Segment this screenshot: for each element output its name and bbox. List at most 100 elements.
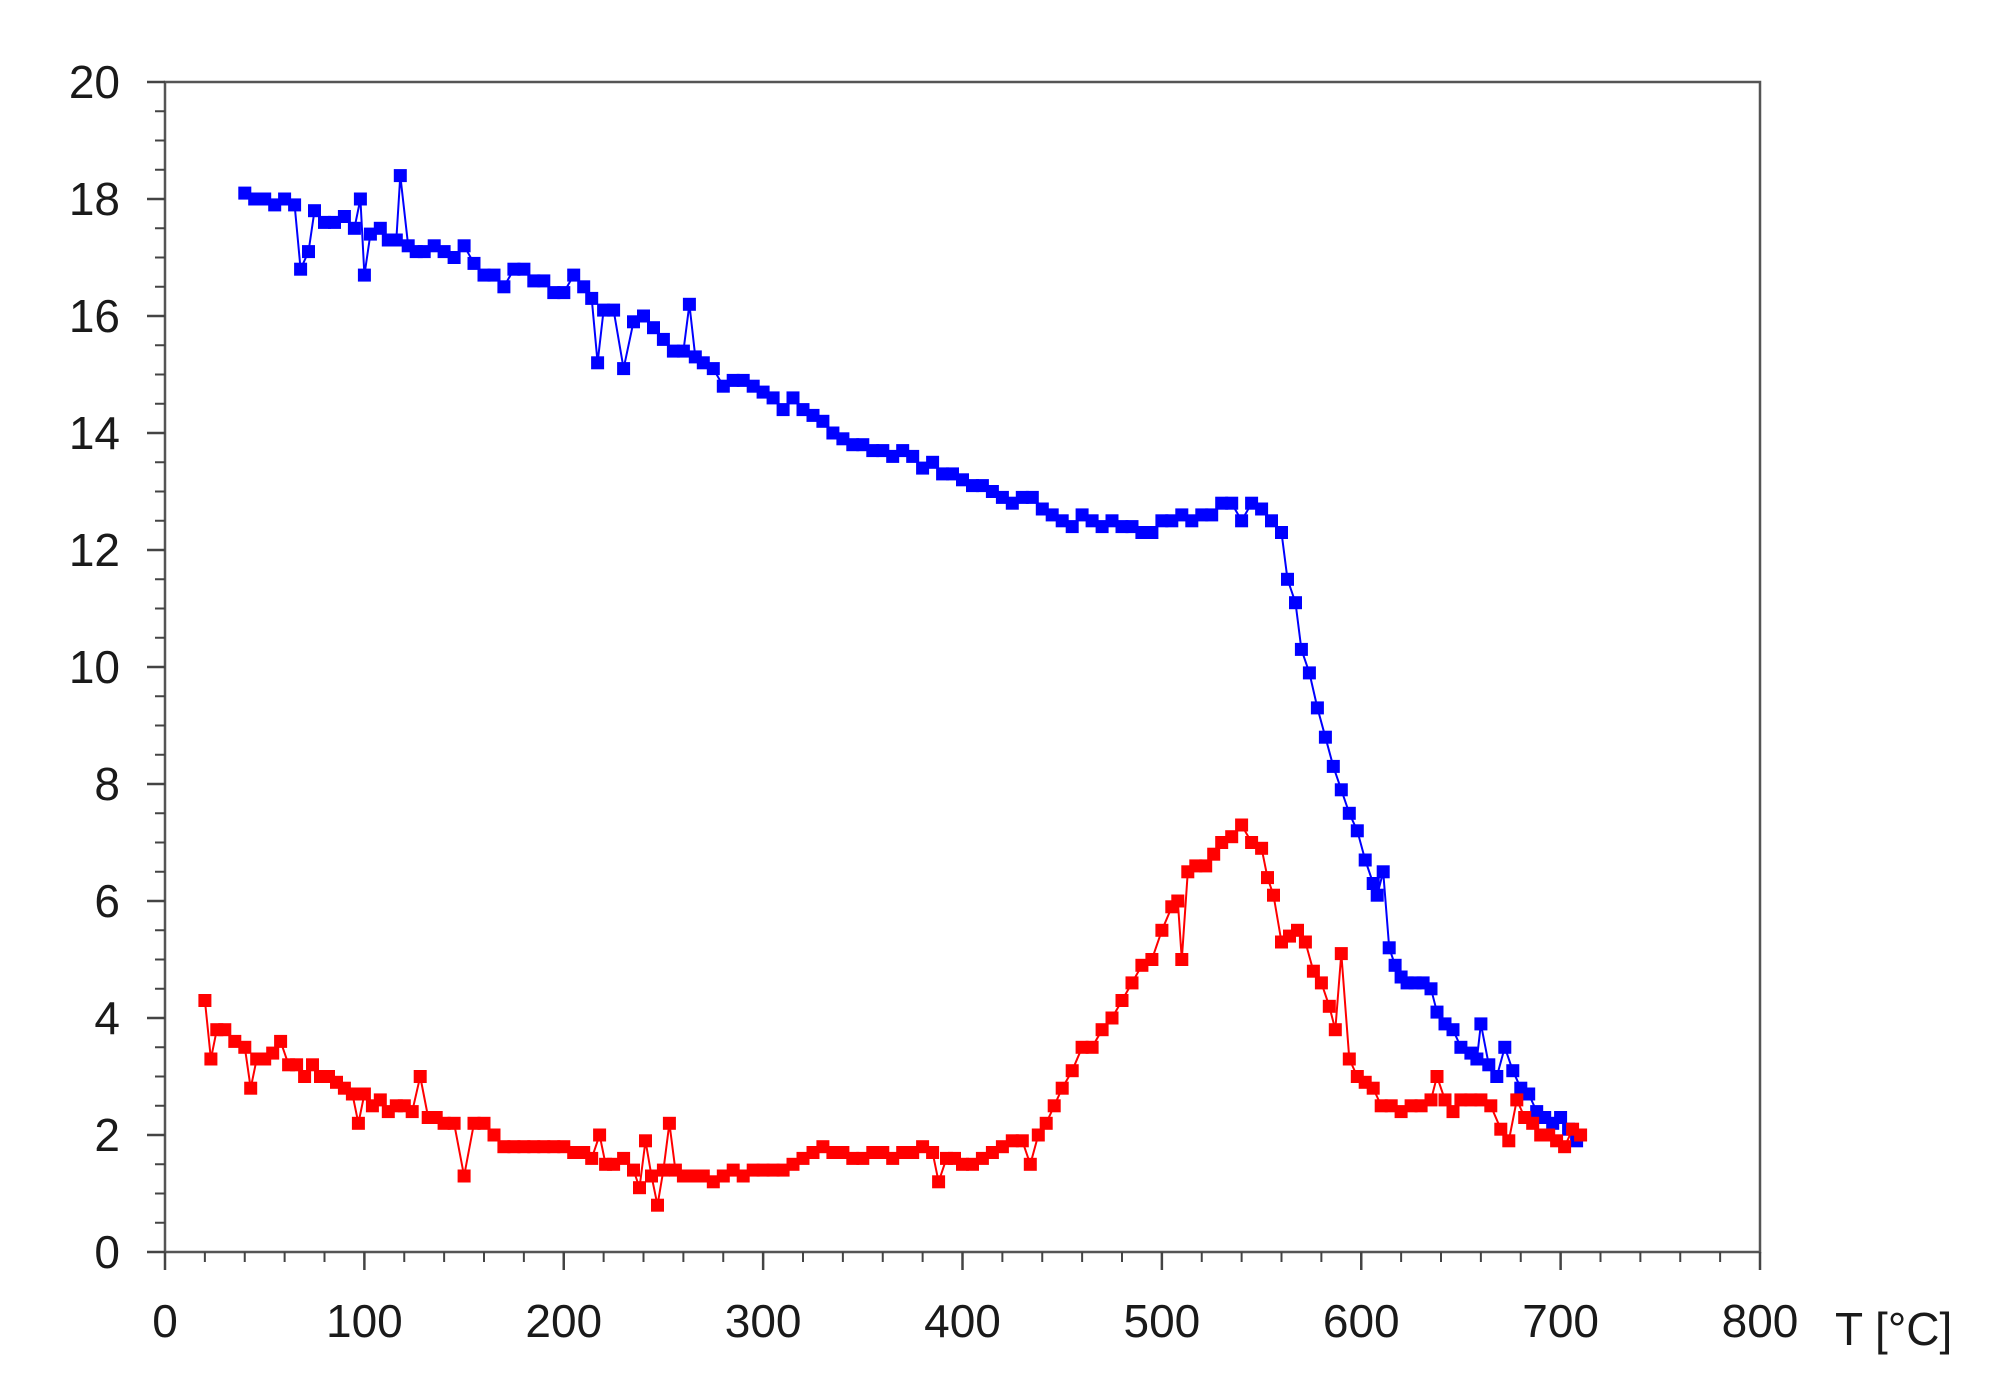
y-tick-label: 18	[69, 173, 120, 225]
data-point	[1075, 1040, 1089, 1054]
y-tick-label: 6	[94, 875, 120, 927]
data-point	[413, 1070, 427, 1083]
data-point	[1298, 935, 1312, 949]
data-point	[1125, 976, 1139, 990]
data-point	[266, 1046, 280, 1060]
data-point	[1370, 888, 1384, 902]
data-point	[682, 297, 696, 311]
data-point	[876, 1146, 890, 1159]
data-point	[507, 1140, 521, 1154]
data-point	[746, 379, 760, 393]
y-tick-label: 12	[69, 524, 120, 576]
data-point	[1446, 1105, 1460, 1119]
data-point	[437, 245, 451, 259]
data-point	[557, 1140, 571, 1154]
data-point	[1015, 1134, 1029, 1148]
data-point	[1245, 496, 1259, 510]
x-tick-label: 300	[725, 1295, 802, 1347]
data-point	[1306, 964, 1320, 978]
data-point	[497, 1140, 511, 1154]
data-point	[856, 438, 870, 452]
data-point	[1095, 1023, 1109, 1037]
data-point	[906, 1146, 920, 1159]
data-point	[447, 1116, 461, 1130]
data-point	[651, 1198, 664, 1212]
data-point	[1255, 841, 1269, 855]
data-point	[1474, 1093, 1488, 1107]
data-point	[846, 438, 860, 452]
data-point	[1255, 502, 1269, 516]
data-point	[617, 1151, 631, 1165]
data-point	[405, 1105, 419, 1119]
data-point	[966, 479, 979, 493]
x-tick-label: 200	[525, 1295, 602, 1347]
data-point	[517, 1140, 531, 1154]
data-point	[487, 1128, 501, 1142]
data-point	[1005, 1134, 1019, 1148]
data-point	[1342, 806, 1356, 820]
data-point	[1171, 894, 1185, 908]
data-point	[507, 262, 521, 276]
data-point	[1490, 1070, 1504, 1083]
data-point	[1035, 502, 1049, 516]
data-point	[389, 233, 403, 247]
data-point	[1470, 1052, 1484, 1066]
data-point	[274, 1034, 288, 1048]
data-point	[796, 403, 810, 417]
data-point	[298, 1070, 312, 1083]
data-point	[1326, 759, 1340, 773]
x-tick-label: 400	[924, 1295, 1001, 1347]
data-point	[1526, 1116, 1540, 1130]
data-point	[437, 1116, 451, 1130]
data-point	[1464, 1093, 1478, 1107]
data-point	[1125, 520, 1139, 534]
y-tick-label: 14	[69, 407, 120, 459]
data-point	[1195, 508, 1209, 522]
data-point	[916, 461, 930, 475]
data-point	[1506, 1064, 1520, 1078]
data-point	[786, 391, 800, 405]
data-point	[373, 221, 387, 235]
data-point	[1185, 514, 1199, 528]
data-point	[826, 426, 840, 440]
data-point	[1291, 923, 1304, 937]
data-point	[666, 344, 680, 358]
data-point	[1424, 1093, 1438, 1107]
data-point	[1145, 953, 1159, 966]
data-point	[1265, 514, 1278, 528]
data-point	[1245, 836, 1259, 849]
x-tick-label: 100	[326, 1295, 403, 1347]
data-point	[308, 204, 321, 218]
data-point	[1155, 923, 1169, 937]
data-point	[1404, 1099, 1418, 1113]
data-point	[1225, 830, 1239, 844]
data-point	[467, 256, 481, 270]
data-point	[1498, 1040, 1512, 1054]
data-point	[1414, 1099, 1428, 1113]
data-point	[1215, 496, 1229, 510]
data-point	[736, 373, 750, 387]
y-tick-label: 20	[69, 56, 120, 108]
data-point	[1328, 1023, 1342, 1037]
data-point	[1294, 642, 1308, 656]
data-point	[228, 1034, 242, 1048]
data-point	[1482, 1058, 1496, 1072]
series-2	[198, 818, 1588, 1212]
data-point	[1055, 1081, 1069, 1095]
data-point	[886, 449, 900, 463]
data-point	[1302, 666, 1316, 680]
data-point	[1225, 496, 1239, 510]
data-point	[1522, 1087, 1536, 1101]
data-point	[318, 215, 331, 229]
data-point	[557, 286, 571, 300]
data-point	[836, 432, 850, 446]
x-tick-label: 0	[152, 1295, 178, 1347]
data-point	[826, 1146, 840, 1159]
data-point	[696, 1169, 710, 1183]
data-point	[1454, 1040, 1468, 1054]
data-point	[946, 467, 959, 481]
data-point	[337, 210, 351, 223]
data-point	[1175, 508, 1189, 522]
data-point	[591, 356, 605, 370]
data-point	[1574, 1128, 1588, 1142]
